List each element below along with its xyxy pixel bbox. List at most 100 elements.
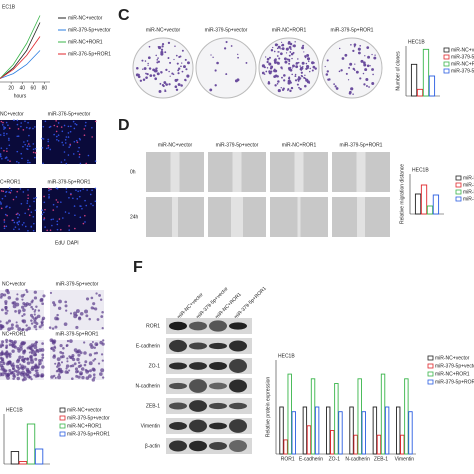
nucleus: [26, 200, 29, 202]
colony: [281, 47, 285, 51]
colony: [366, 46, 370, 49]
cell: [22, 350, 25, 353]
colony: [181, 70, 184, 73]
x-axis-label: hours: [14, 93, 27, 99]
cell: [96, 318, 100, 321]
colony: [155, 67, 158, 70]
colony: [353, 69, 356, 71]
legend-label: miR-NC+ROR1: [451, 61, 474, 67]
nucleus: [82, 188, 85, 190]
band: [169, 402, 187, 410]
cell: [36, 369, 39, 372]
cell: [80, 367, 85, 371]
colony: [308, 82, 311, 84]
nucleus: [42, 125, 45, 128]
nucleus: [33, 200, 35, 203]
cell: [30, 322, 34, 325]
panel-title: EC1B: [2, 4, 16, 10]
colony: [212, 56, 214, 59]
nucleus: [34, 209, 37, 212]
colony: [314, 67, 317, 70]
colony: [177, 72, 180, 75]
colony: [363, 83, 366, 86]
cell: [5, 321, 9, 325]
legend-swatch: [455, 175, 462, 181]
nucleus: [32, 148, 35, 151]
panel-label: D: [118, 117, 130, 134]
nucleus: [24, 225, 27, 228]
band: [169, 440, 187, 452]
cell: [49, 291, 53, 295]
y-axis-label: Relative migration distance: [399, 164, 405, 224]
colony: [325, 73, 329, 76]
colony: [277, 51, 279, 53]
colony: [276, 55, 279, 57]
cell: [56, 317, 60, 321]
nucleus: [85, 162, 88, 165]
nucleus: [5, 190, 8, 193]
nucleus: [56, 187, 59, 190]
cell: [88, 353, 93, 357]
nucleus: [57, 134, 60, 136]
nucleus: [74, 214, 76, 217]
nucleus: [77, 190, 79, 193]
row-label: ZO-1: [149, 363, 161, 369]
nucleus: [63, 124, 66, 127]
wound-gap: [172, 197, 178, 237]
bar: [404, 378, 409, 455]
cell: [21, 327, 25, 331]
bar: [396, 406, 401, 455]
nucleus: [27, 121, 29, 124]
cell: [10, 326, 14, 330]
cell: [52, 301, 56, 305]
cell: [56, 357, 61, 362]
cell: [64, 304, 68, 308]
nucleus: [60, 126, 63, 128]
colony: [223, 47, 227, 50]
cell: [22, 359, 26, 363]
nucleus: [8, 206, 11, 209]
nucleus: [33, 197, 35, 200]
nucleus: [41, 209, 44, 211]
nucleus: [57, 201, 59, 203]
legend-swatch: [455, 182, 462, 188]
cell: [34, 308, 37, 312]
nucleus: [55, 130, 58, 133]
cell: [40, 373, 45, 378]
cell: [51, 327, 55, 330]
nucleus: [17, 128, 20, 130]
legend-label: miR-NC+ROR1: [67, 423, 102, 429]
nucleus: [3, 149, 5, 152]
cell: [0, 292, 4, 297]
nucleus: [24, 120, 26, 122]
bar: [410, 63, 418, 97]
nucleus: [69, 144, 72, 147]
cell: [38, 361, 42, 365]
image-label: NC+vector: [2, 281, 26, 287]
cell: [66, 357, 69, 360]
cell: [88, 361, 93, 366]
nucleus: [56, 228, 59, 231]
band: [169, 321, 187, 331]
band: [169, 339, 187, 353]
wound-gap: [231, 197, 243, 237]
nucleus: [6, 150, 8, 153]
cell: [76, 357, 80, 362]
legend-swatch: [59, 423, 66, 429]
nucleus: [23, 222, 25, 224]
nucleus: [55, 135, 58, 138]
cell: [87, 370, 90, 373]
nucleus: [13, 221, 16, 224]
colony: [168, 70, 170, 73]
nucleus: [20, 122, 22, 124]
colony: [280, 52, 283, 56]
colony: [292, 44, 296, 48]
bar: [400, 434, 405, 455]
cell: [77, 349, 81, 353]
colony: [305, 67, 308, 70]
nucleus: [35, 196, 37, 199]
cell: [13, 369, 17, 373]
colony: [156, 61, 159, 64]
cell: [31, 307, 34, 311]
nucleus: [32, 229, 35, 232]
